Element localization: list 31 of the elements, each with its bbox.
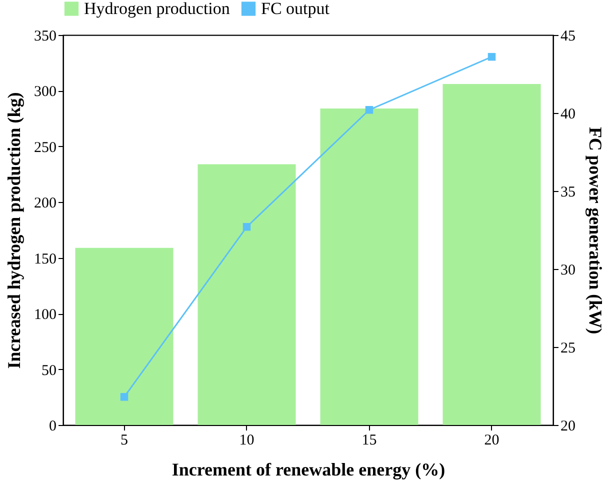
y-tick-label: 100 [34, 307, 56, 324]
legend-label: FC output [261, 0, 330, 18]
y2-tick-label: 25 [560, 340, 576, 356]
bar [75, 248, 174, 425]
y-axis-title: Increased hydrogen production (kg) [4, 92, 24, 369]
bar [198, 164, 296, 425]
point [365, 106, 374, 114]
y-tick-label: 200 [34, 196, 56, 212]
y2-tick-label: 35 [560, 184, 576, 200]
bar [442, 84, 541, 425]
x-axis-title: Increment of renewable energy (%) [172, 460, 446, 480]
point [120, 393, 128, 401]
bar [320, 108, 418, 425]
y-tick-label: 150 [34, 251, 56, 268]
y2-tick-label: 30 [560, 262, 576, 278]
point [488, 52, 496, 61]
y2-tick-label: 40 [560, 106, 576, 122]
y-tick-label: 0 [49, 418, 56, 434]
y2-axis-title: FC power generation (kW) [586, 126, 606, 334]
legend-label: Hydrogen production [84, 0, 230, 18]
x-tick-label: 15 [362, 432, 377, 448]
x-tick-label: 5 [120, 432, 128, 448]
y-tick-label: 50 [42, 362, 56, 379]
y-tick-label: 350 [34, 28, 56, 44]
y2-tick-label: 20 [560, 418, 576, 434]
y-tick-label: 300 [34, 84, 56, 100]
point [242, 223, 251, 231]
y2-tick-label: 45 [560, 28, 576, 44]
x-tick-label: 20 [484, 432, 500, 448]
x-tick-label: 10 [239, 432, 254, 448]
y-tick-label: 250 [34, 140, 56, 156]
